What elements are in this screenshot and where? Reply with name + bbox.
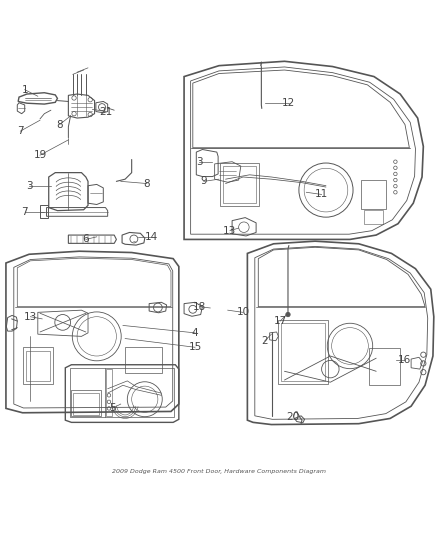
Bar: [223, 166, 256, 203]
Bar: [23, 348, 53, 384]
Text: 3: 3: [26, 181, 32, 191]
Bar: [71, 391, 101, 416]
Bar: [281, 323, 325, 381]
Text: 2009 Dodge Ram 4500 Front Door, Hardware Components Diagram: 2009 Dodge Ram 4500 Front Door, Hardware…: [112, 469, 326, 474]
Text: 16: 16: [398, 356, 411, 365]
Text: 7: 7: [21, 207, 28, 217]
Bar: [369, 348, 400, 385]
Bar: [278, 320, 328, 384]
Text: 8: 8: [57, 119, 63, 130]
Text: 15: 15: [188, 342, 201, 352]
Text: 4: 4: [192, 328, 198, 338]
Circle shape: [286, 312, 290, 317]
Bar: [361, 181, 386, 209]
Text: 21: 21: [99, 107, 112, 117]
Text: 8: 8: [144, 179, 150, 189]
Text: 18: 18: [193, 302, 206, 312]
Text: 11: 11: [315, 189, 328, 199]
Text: 3: 3: [196, 157, 203, 167]
Bar: [106, 369, 113, 416]
Bar: [364, 210, 383, 224]
Bar: [70, 368, 173, 417]
Text: 19: 19: [33, 150, 46, 160]
Text: 20: 20: [286, 412, 300, 422]
Text: 9: 9: [201, 176, 207, 187]
Text: 1: 1: [21, 85, 28, 95]
Text: 12: 12: [282, 98, 296, 108]
Text: 6: 6: [82, 235, 89, 245]
Text: 7: 7: [17, 126, 24, 136]
Text: 14: 14: [145, 232, 158, 242]
Bar: [73, 393, 99, 415]
Text: 10: 10: [237, 308, 250, 317]
Text: 13: 13: [223, 225, 237, 236]
Text: 17: 17: [273, 316, 287, 326]
Text: 5: 5: [109, 403, 115, 414]
Bar: [125, 348, 162, 374]
Text: 2: 2: [261, 336, 268, 346]
Bar: [26, 351, 50, 381]
Text: 13: 13: [24, 312, 37, 322]
Bar: [220, 163, 259, 206]
